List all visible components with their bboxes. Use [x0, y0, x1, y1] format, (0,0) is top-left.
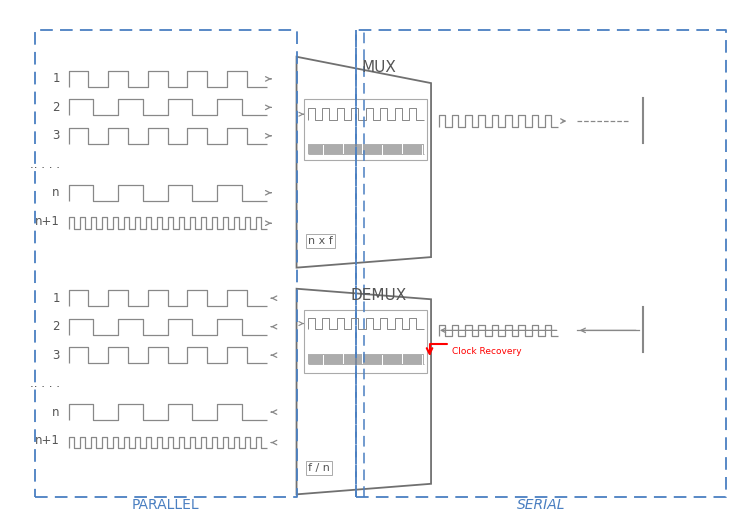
Text: n: n [53, 186, 60, 199]
Text: 3: 3 [53, 349, 60, 361]
Text: Clock Recovery: Clock Recovery [452, 348, 521, 357]
Text: DEMUX: DEMUX [350, 288, 406, 303]
Text: n: n [53, 405, 60, 419]
Text: n+1: n+1 [34, 215, 60, 228]
Text: n+1: n+1 [34, 434, 60, 447]
Text: 2: 2 [53, 320, 60, 333]
Text: 1: 1 [53, 292, 60, 305]
Text: .. . . .: .. . . . [30, 158, 60, 171]
Text: 3: 3 [53, 129, 60, 143]
Text: MUX: MUX [362, 60, 396, 75]
Text: SERIAL: SERIAL [517, 498, 566, 512]
Text: n x f: n x f [308, 236, 332, 246]
Text: 2: 2 [53, 101, 60, 114]
Text: f / n: f / n [308, 463, 330, 473]
Text: PARALLEL: PARALLEL [132, 498, 200, 512]
Text: .. . . .: .. . . . [30, 377, 60, 390]
Text: 1: 1 [53, 73, 60, 85]
